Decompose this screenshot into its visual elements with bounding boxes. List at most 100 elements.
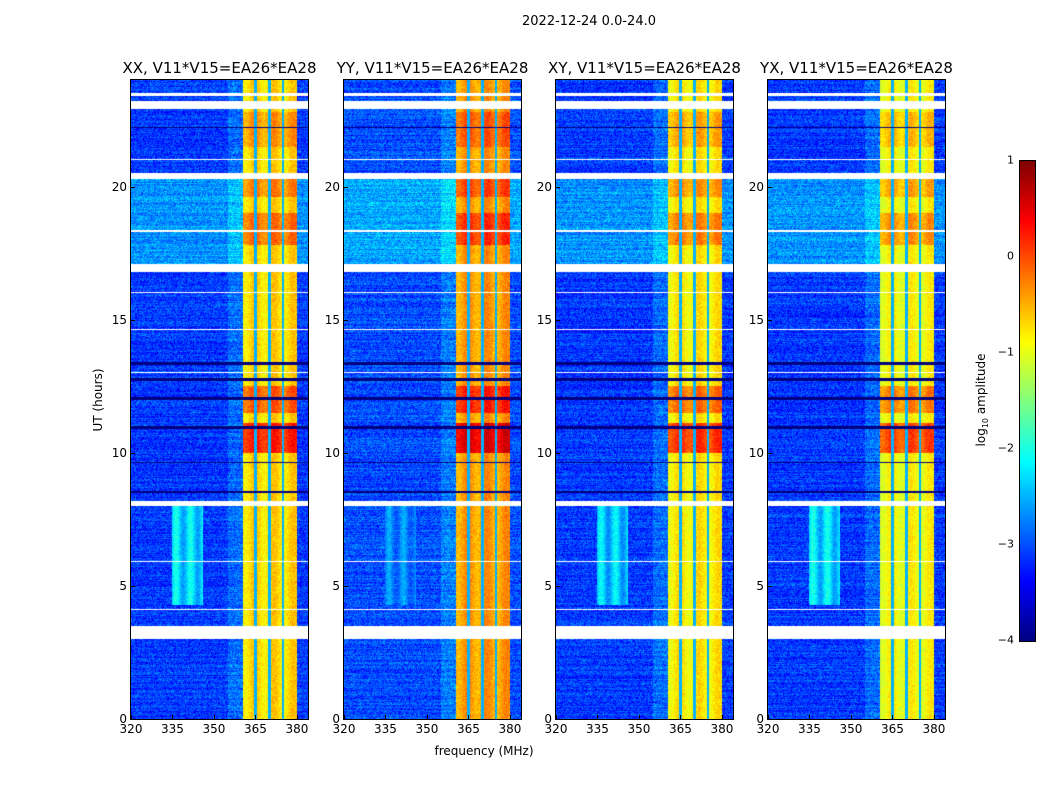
colorbar-tick-label: −1 — [997, 345, 1014, 359]
y-axis-label: UT (hours) — [91, 368, 105, 432]
y-tick-mark — [131, 186, 135, 188]
y-tick-label: 15 — [111, 312, 127, 327]
y-tick-mark — [344, 452, 348, 454]
heatmap-panel — [555, 79, 734, 720]
y-tick-label: 0 — [119, 712, 127, 726]
x-tick-label: 350 — [627, 722, 651, 736]
y-tick-label: 0 — [332, 712, 340, 726]
x-tick-label: 335 — [374, 722, 397, 736]
colorbar — [1019, 160, 1036, 642]
y-tick-mark — [768, 585, 772, 587]
x-tick-label: 365 — [244, 722, 267, 736]
x-tick-label: 320 — [544, 722, 568, 736]
y-tick-label: 0 — [756, 712, 764, 726]
x-tick-label: 335 — [161, 722, 184, 736]
heatmap-panel — [767, 79, 946, 720]
x-tick-label: 335 — [798, 722, 821, 736]
y-tick-label: 20 — [748, 179, 764, 194]
panel-title: XX, V11*V15=EA26*EA28 — [122, 59, 317, 77]
x-tick-label: 380 — [285, 722, 309, 736]
y-tick-mark — [344, 719, 348, 720]
y-tick-mark — [131, 319, 135, 321]
y-tick-label: 10 — [748, 445, 764, 460]
panel-title: YX, V11*V15=EA26*EA28 — [760, 59, 953, 77]
panel-title: XY, V11*V15=EA26*EA28 — [548, 59, 741, 77]
x-tick-mark — [468, 715, 470, 719]
x-tick-label: 320 — [756, 722, 780, 736]
x-tick-mark — [933, 715, 935, 719]
x-tick-mark — [892, 715, 894, 719]
x-tick-mark — [597, 715, 599, 719]
figure-title: 2022-12-24 0.0-24.0 — [522, 14, 656, 29]
y-tick-mark — [768, 452, 772, 454]
y-tick-mark — [344, 319, 348, 321]
y-tick-label: 15 — [536, 312, 552, 327]
x-tick-mark — [509, 715, 511, 719]
x-tick-label: 350 — [202, 722, 226, 736]
y-tick-label: 5 — [332, 578, 340, 593]
x-tick-mark — [131, 715, 132, 719]
y-tick-label: 5 — [756, 578, 764, 593]
y-tick-label: 20 — [536, 179, 552, 194]
x-tick-label: 380 — [922, 722, 946, 736]
y-tick-mark — [344, 585, 348, 587]
x-tick-mark — [385, 715, 387, 719]
y-tick-label: 15 — [748, 312, 764, 327]
heatmap-cells — [556, 80, 733, 719]
colorbar-tick-label: −4 — [997, 633, 1014, 647]
x-tick-mark — [768, 715, 769, 719]
y-tick-mark — [768, 719, 772, 720]
y-tick-label: 10 — [324, 445, 340, 460]
y-tick-mark — [768, 319, 772, 321]
x-tick-label: 320 — [332, 722, 356, 736]
x-tick-mark — [850, 715, 852, 719]
colorbar-tick-label: 1 — [1007, 153, 1014, 167]
y-tick-mark — [768, 186, 772, 188]
panel-title: YY, V11*V15=EA26*EA28 — [336, 59, 529, 77]
y-tick-label: 0 — [544, 712, 552, 726]
heatmap-panel — [343, 79, 522, 720]
x-tick-label: 320 — [119, 722, 143, 736]
x-tick-label: 380 — [710, 722, 734, 736]
y-tick-label: 20 — [324, 179, 340, 194]
x-tick-mark — [296, 715, 298, 719]
x-tick-mark — [721, 715, 723, 719]
x-tick-mark — [809, 715, 811, 719]
y-tick-mark — [131, 585, 135, 587]
y-tick-mark — [556, 452, 560, 454]
y-tick-mark — [131, 719, 135, 720]
x-tick-mark — [556, 715, 557, 719]
x-tick-mark — [344, 715, 345, 719]
x-tick-label: 350 — [839, 722, 863, 736]
x-tick-label: 350 — [415, 722, 439, 736]
y-tick-label: 15 — [324, 312, 340, 327]
x-tick-label: 365 — [881, 722, 904, 736]
y-tick-label: 10 — [536, 445, 552, 460]
heatmap-cells — [344, 80, 521, 719]
x-axis-label: frequency (MHz) — [434, 744, 534, 758]
y-tick-mark — [556, 319, 560, 321]
x-tick-mark — [638, 715, 640, 719]
x-tick-label: 380 — [498, 722, 522, 736]
x-tick-mark — [213, 715, 215, 719]
colorbar-tick-label: 0 — [1007, 249, 1014, 263]
y-tick-mark — [344, 186, 348, 188]
y-tick-mark — [131, 452, 135, 454]
x-tick-mark — [426, 715, 428, 719]
y-tick-label: 5 — [119, 578, 127, 593]
y-tick-mark — [556, 719, 560, 720]
colorbar-tick-label: −2 — [997, 441, 1014, 455]
heatmap-cells — [131, 80, 308, 719]
x-tick-mark — [172, 715, 174, 719]
x-tick-label: 335 — [586, 722, 609, 736]
y-tick-label: 20 — [111, 179, 127, 194]
x-tick-label: 365 — [457, 722, 480, 736]
x-tick-mark — [680, 715, 682, 719]
heatmap-cells — [768, 80, 945, 719]
y-tick-mark — [556, 585, 560, 587]
y-tick-label: 10 — [111, 445, 127, 460]
x-tick-mark — [255, 715, 257, 719]
y-tick-mark — [556, 186, 560, 188]
heatmap-panel — [130, 79, 309, 720]
